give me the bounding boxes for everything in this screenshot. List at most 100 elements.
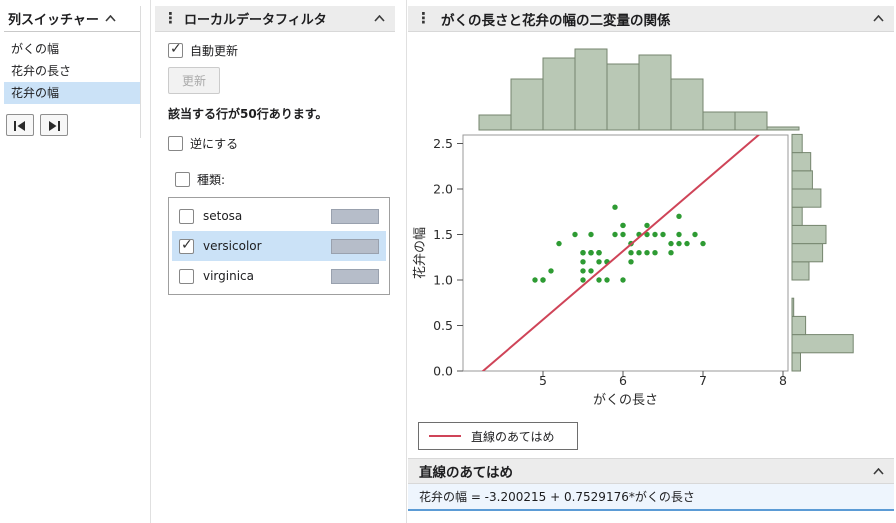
menu-icon[interactable]: ⋮ [416,9,431,27]
y-histogram-bar[interactable] [791,133,803,154]
x-histogram-bar[interactable] [510,78,544,131]
y-histogram-bar[interactable] [791,352,801,372]
bivariate-plot[interactable]: 5 6 7 8 0.0 0.5 1.0 1.5 2.0 2.5 がくの長さ 花弁の幅 [408,40,894,415]
fit-line-legend-icon [429,435,461,437]
data-point[interactable] [676,213,682,219]
data-point[interactable] [620,222,626,229]
data-point[interactable] [660,231,666,238]
last-column-button[interactable] [40,114,68,136]
x-histogram-bar[interactable] [670,78,704,131]
x-histogram-bar[interactable] [574,48,608,131]
y-histogram-bar[interactable] [791,188,822,208]
report-header[interactable]: ⋮ がくの長さと花弁の幅の二変量の関係 [408,6,894,32]
data-point[interactable] [652,250,658,256]
y-histogram-bar[interactable] [791,170,813,190]
option-row-setosa[interactable]: setosa [172,201,386,231]
y-tick-label: 0.5 [433,318,453,333]
data-point[interactable] [588,268,594,274]
x-tick-label: 7 [699,373,707,388]
collapse-chevron-icon[interactable] [873,15,884,22]
data-point[interactable] [652,231,658,238]
species-label: 種類: [197,173,226,187]
auto-update-checkbox[interactable] [168,41,183,58]
linear-fit-header[interactable]: 直線のあてはめ [408,458,894,484]
data-point[interactable] [532,277,538,283]
invert-checkbox[interactable] [168,136,183,151]
data-point[interactable] [604,277,610,283]
data-point[interactable] [588,250,594,256]
data-point[interactable] [612,231,618,238]
data-point[interactable] [580,268,586,274]
setosa-count-bar [331,208,379,224]
x-histogram-bar[interactable] [734,111,768,131]
y-histogram-bar[interactable] [791,315,807,336]
x-histogram-bar[interactable] [606,63,640,131]
x-histogram-bar[interactable] [638,54,672,131]
data-point[interactable] [700,240,706,247]
panel-divider [406,0,407,523]
data-point[interactable] [684,240,690,247]
data-point[interactable] [612,204,618,210]
filter-header[interactable]: ⋮ ローカルデータフィルタ [155,6,395,32]
first-column-button[interactable] [6,114,34,136]
data-point[interactable] [596,250,602,256]
data-point[interactable] [572,231,578,238]
bivariate-report-panel: ⋮ がくの長さと花弁の幅の二変量の関係 5 6 7 8 0.0 0.5 1.0 1.5 2.0 2… [408,6,894,511]
collapse-chevron-icon[interactable] [105,15,116,22]
data-point[interactable] [636,250,642,256]
y-histogram-bar[interactable] [791,297,795,317]
y-histogram-bar[interactable] [791,261,810,281]
column-switcher-title: 列スイッチャー [8,13,99,28]
column-item-sepal-width[interactable]: がくの幅 [11,42,60,56]
data-point[interactable] [620,277,626,283]
data-point[interactable] [668,250,674,256]
data-point[interactable] [628,259,634,265]
data-point[interactable] [588,231,594,238]
data-point[interactable] [644,231,650,238]
column-item-petal-length[interactable]: 花弁の長さ [11,64,72,78]
data-point[interactable] [676,240,682,247]
data-point[interactable] [644,222,650,229]
column-switcher-header[interactable]: 列スイッチャー [4,6,140,32]
virginica-checkbox[interactable] [179,268,194,284]
column-item-petal-width[interactable]: 花弁の幅 [4,82,140,104]
data-point[interactable] [580,250,586,256]
collapse-chevron-icon[interactable] [873,467,884,475]
collapse-chevron-icon[interactable] [374,15,385,22]
data-point[interactable] [620,231,626,238]
update-button[interactable]: 更新 [168,67,221,94]
auto-update-label: 自動更新 [190,44,239,58]
option-row-versicolor[interactable]: versicolor [172,231,386,261]
x-histogram-bar[interactable] [478,114,512,131]
data-point[interactable] [692,231,698,238]
option-row-virginica[interactable]: virginica [172,261,386,291]
data-point[interactable] [628,250,634,256]
y-histogram-bar[interactable] [791,206,803,226]
data-point[interactable] [676,231,682,238]
y-histogram-bar[interactable] [791,224,827,245]
legend[interactable]: 直線のあてはめ [418,422,578,450]
species-checkbox[interactable] [175,172,190,187]
data-point[interactable] [580,277,586,283]
y-histogram-bar[interactable] [791,334,854,354]
x-histogram-bar[interactable] [766,126,800,131]
data-point[interactable] [556,240,562,247]
data-point[interactable] [580,259,586,265]
x-histogram-bar[interactable] [542,57,576,131]
data-point[interactable] [668,240,674,247]
y-histogram-bar[interactable] [791,152,812,172]
data-point[interactable] [596,259,602,265]
data-point[interactable] [548,268,554,274]
y-histogram-bar[interactable] [791,243,824,263]
data-point[interactable] [644,250,650,256]
menu-icon[interactable]: ⋮ [163,9,178,27]
virginica-count-bar [331,268,379,284]
skip-to-last-icon [48,116,60,135]
fit-line[interactable] [463,110,788,388]
x-histogram-bar[interactable] [702,111,736,131]
setosa-checkbox[interactable] [179,208,194,224]
data-point[interactable] [596,277,602,283]
versicolor-checkbox[interactable] [179,237,194,254]
data-point[interactable] [540,277,546,283]
report-title: がくの長さと花弁の幅の二変量の関係 [441,12,671,29]
